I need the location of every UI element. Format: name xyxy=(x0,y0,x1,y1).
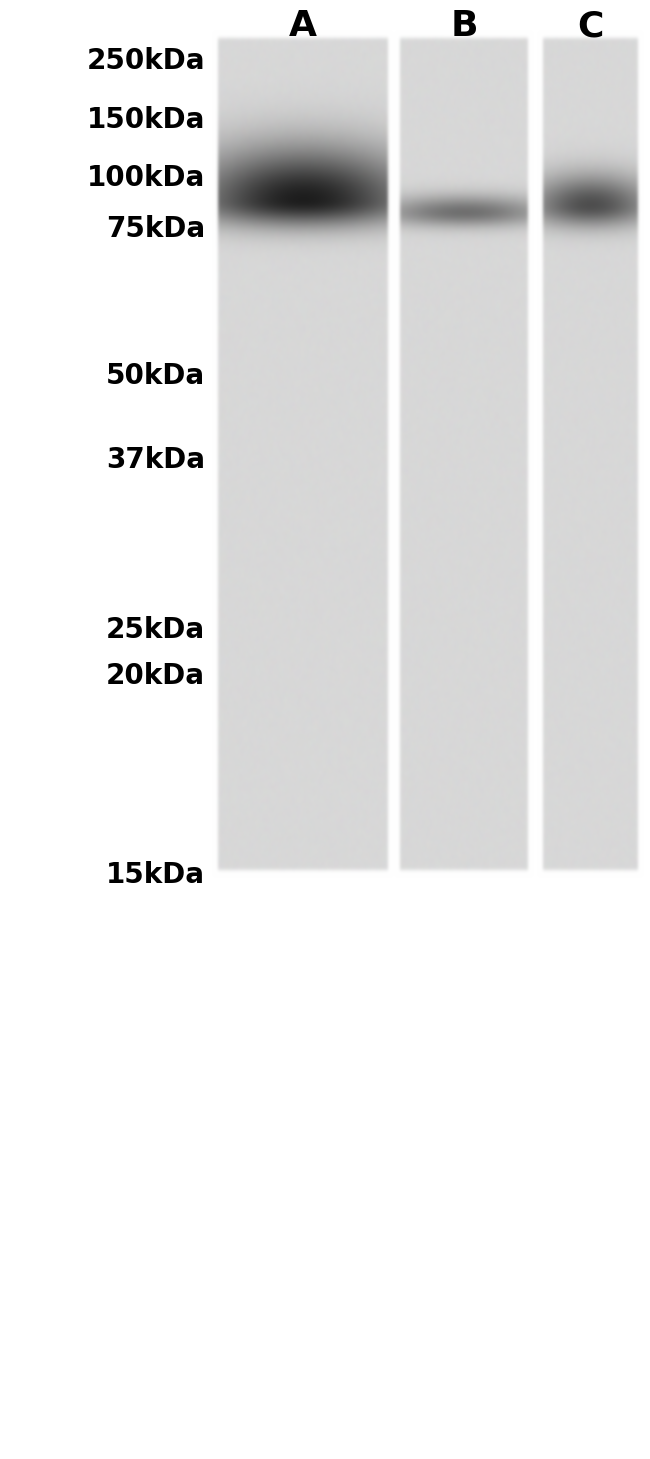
Text: 150kDa: 150kDa xyxy=(86,105,205,134)
Text: B: B xyxy=(450,9,478,44)
Text: 75kDa: 75kDa xyxy=(106,214,205,244)
Text: A: A xyxy=(289,9,317,44)
Text: 37kDa: 37kDa xyxy=(106,445,205,474)
Text: 50kDa: 50kDa xyxy=(106,362,205,391)
Text: 15kDa: 15kDa xyxy=(106,861,205,890)
Text: 20kDa: 20kDa xyxy=(106,661,205,690)
Text: C: C xyxy=(577,9,604,44)
Text: 100kDa: 100kDa xyxy=(86,163,205,193)
Text: 25kDa: 25kDa xyxy=(106,616,205,645)
Text: 250kDa: 250kDa xyxy=(86,47,205,76)
